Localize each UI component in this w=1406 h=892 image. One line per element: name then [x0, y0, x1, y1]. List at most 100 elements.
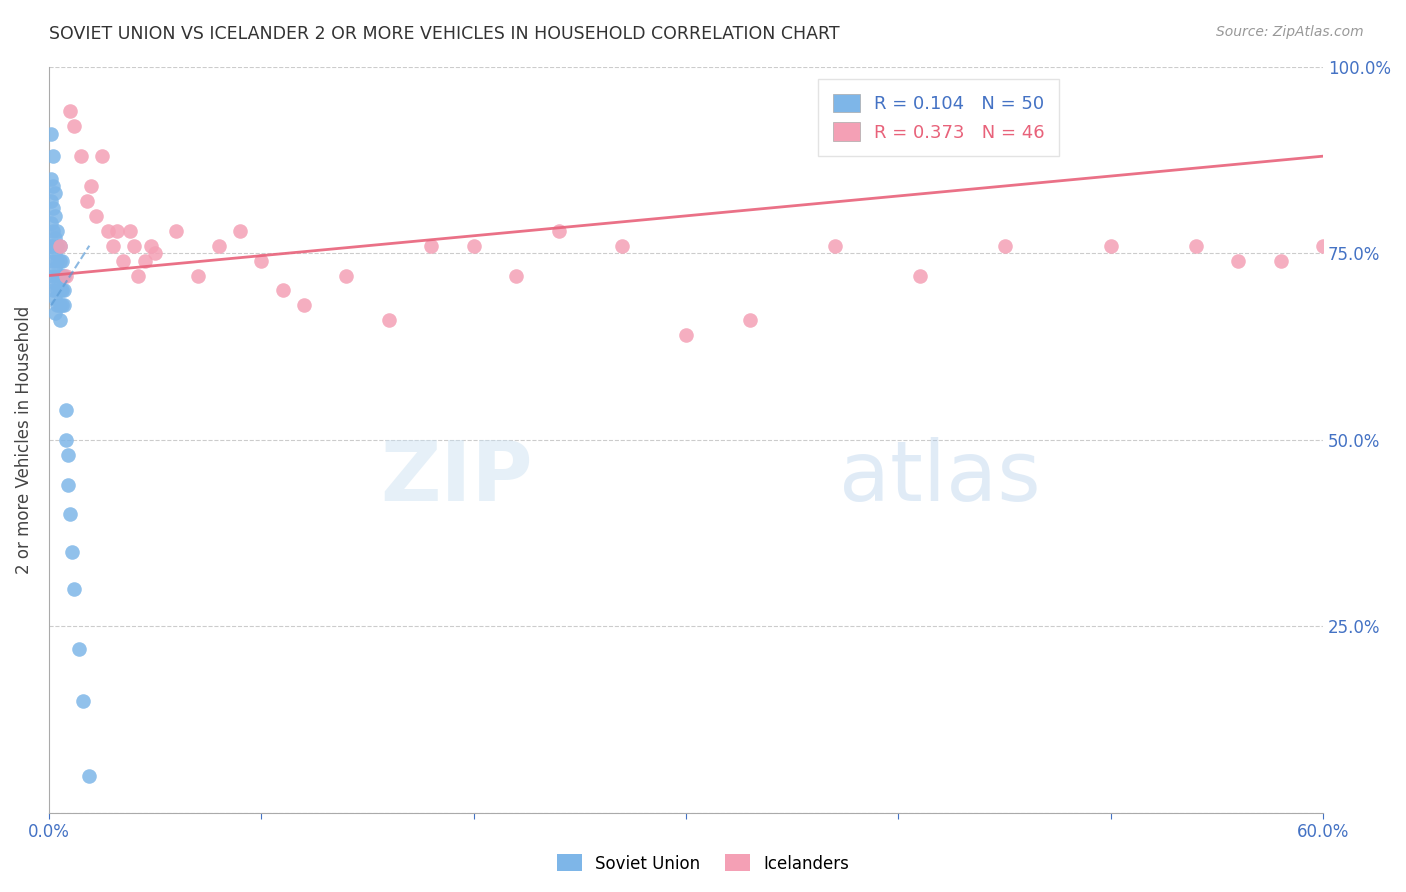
Point — [59, 104, 82, 119]
Text: atlas: atlas — [839, 436, 1040, 517]
Point — [52, 298, 75, 312]
Point — [56, 448, 79, 462]
Point — [46, 298, 69, 312]
Text: SOVIET UNION VS ICELANDER 2 OR MORE VEHICLES IN HOUSEHOLD CORRELATION CHART: SOVIET UNION VS ICELANDER 2 OR MORE VEHI… — [49, 25, 839, 43]
Point — [67, 641, 90, 656]
Point — [738, 313, 761, 327]
Point — [994, 238, 1017, 252]
Point — [44, 291, 66, 305]
Point — [463, 238, 485, 252]
Point — [101, 238, 124, 252]
Point — [52, 284, 75, 298]
Point — [51, 298, 73, 312]
Point — [52, 268, 75, 283]
Point — [46, 253, 69, 268]
Point — [42, 149, 65, 163]
Point — [60, 544, 83, 558]
Point — [55, 403, 77, 417]
Point — [63, 120, 86, 134]
Point — [42, 268, 65, 283]
Point — [112, 253, 135, 268]
Point — [80, 179, 103, 194]
Point — [44, 276, 66, 290]
Point — [139, 238, 162, 252]
Point — [1312, 238, 1334, 252]
Point — [48, 298, 70, 312]
Point — [48, 238, 70, 252]
Point — [42, 238, 65, 252]
Point — [48, 253, 70, 268]
Point — [1099, 238, 1122, 252]
Point — [39, 238, 62, 252]
Point — [44, 246, 66, 260]
Point — [44, 261, 66, 276]
Point — [44, 186, 66, 201]
Point — [547, 224, 569, 238]
Point — [48, 238, 70, 252]
Point — [42, 179, 65, 194]
Point — [51, 253, 73, 268]
Point — [48, 268, 70, 283]
Point — [377, 313, 399, 327]
Point — [79, 768, 101, 782]
Point — [122, 238, 145, 252]
Point — [1270, 253, 1292, 268]
Point — [46, 268, 69, 283]
Point — [55, 268, 77, 283]
Legend: R = 0.104   N = 50, R = 0.373   N = 46: R = 0.104 N = 50, R = 0.373 N = 46 — [818, 79, 1059, 156]
Point — [505, 268, 527, 283]
Point — [72, 694, 94, 708]
Point — [97, 224, 120, 238]
Point — [63, 582, 86, 596]
Point — [46, 238, 69, 252]
Point — [612, 238, 634, 252]
Point — [1227, 253, 1250, 268]
Point — [44, 306, 66, 320]
Point — [908, 268, 931, 283]
Point — [69, 149, 91, 163]
Point — [1333, 268, 1355, 283]
Point — [292, 298, 315, 312]
Point — [51, 284, 73, 298]
Point — [48, 284, 70, 298]
Point — [250, 253, 273, 268]
Point — [1354, 268, 1376, 283]
Text: Source: ZipAtlas.com: Source: ZipAtlas.com — [1216, 25, 1364, 39]
Point — [39, 194, 62, 208]
Point — [42, 253, 65, 268]
Text: ZIP: ZIP — [381, 436, 533, 517]
Point — [165, 224, 187, 238]
Point — [56, 477, 79, 491]
Point — [118, 224, 141, 238]
Point — [143, 246, 166, 260]
Point — [42, 224, 65, 238]
Point — [335, 268, 357, 283]
Point — [208, 238, 231, 252]
Point — [420, 238, 443, 252]
Point — [46, 284, 69, 298]
Point — [134, 253, 156, 268]
Point — [675, 328, 697, 343]
Point — [271, 284, 294, 298]
Point — [1375, 238, 1398, 252]
Point — [1184, 238, 1206, 252]
Point — [55, 433, 77, 447]
Y-axis label: 2 or more Vehicles in Household: 2 or more Vehicles in Household — [15, 306, 32, 574]
Point — [127, 268, 149, 283]
Point — [91, 149, 114, 163]
Point — [44, 209, 66, 223]
Point — [105, 224, 128, 238]
Legend: Soviet Union, Icelanders: Soviet Union, Icelanders — [550, 847, 856, 880]
Point — [84, 209, 107, 223]
Point — [824, 238, 846, 252]
Point — [187, 268, 209, 283]
Point — [39, 216, 62, 230]
Point — [76, 194, 98, 208]
Point — [42, 202, 65, 216]
Point — [42, 284, 65, 298]
Point — [39, 171, 62, 186]
Point — [51, 268, 73, 283]
Point — [39, 127, 62, 141]
Point — [229, 224, 252, 238]
Point — [44, 231, 66, 245]
